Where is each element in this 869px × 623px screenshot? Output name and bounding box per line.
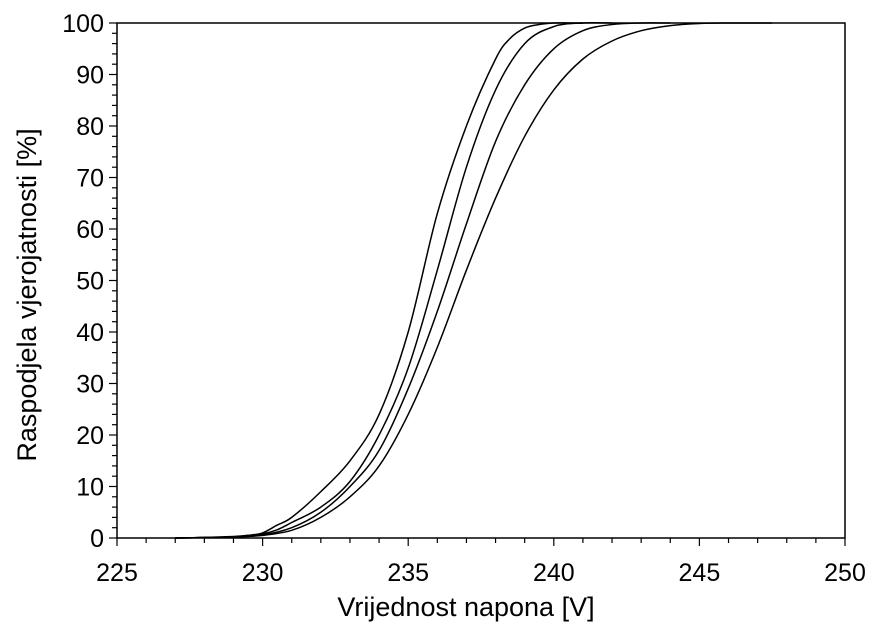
y-tick-label: 50 xyxy=(76,268,104,296)
y-tick-label: 90 xyxy=(76,62,104,90)
x-tick-label: 240 xyxy=(533,559,575,587)
y-tick-label: 70 xyxy=(76,165,104,193)
x-tick-labels: 225 230 235 240 245 250 xyxy=(96,559,866,587)
y-tick-label: 10 xyxy=(76,474,104,502)
series-line-4 xyxy=(175,22,773,539)
y-tick-label: 60 xyxy=(76,216,104,244)
y-tick-label: 100 xyxy=(62,10,104,38)
axis-ticks xyxy=(109,22,846,546)
y-tick-labels: 0 10 20 30 40 50 60 70 80 90 100 xyxy=(62,10,104,553)
y-tick-label: 30 xyxy=(76,371,104,399)
y-tick-label: 20 xyxy=(76,422,104,450)
y-axis-title: Raspodjela vjerojatnosti [%] xyxy=(12,128,42,461)
y-tick-label: 40 xyxy=(76,319,104,347)
y-tick-label: 80 xyxy=(76,113,104,141)
x-tick-label: 225 xyxy=(96,559,138,587)
x-axis-title: Vrijednost napona [V] xyxy=(337,592,594,622)
series-line-2 xyxy=(175,21,613,539)
series-line-3 xyxy=(175,22,671,539)
plot-area xyxy=(116,22,846,539)
series-line-1 xyxy=(175,22,583,539)
series-lines xyxy=(175,21,773,539)
x-tick-label: 250 xyxy=(824,559,866,587)
x-tick-label: 230 xyxy=(242,559,284,587)
y-tick-label: 0 xyxy=(90,525,104,553)
x-tick-label: 235 xyxy=(387,559,429,587)
x-tick-label: 245 xyxy=(679,559,721,587)
